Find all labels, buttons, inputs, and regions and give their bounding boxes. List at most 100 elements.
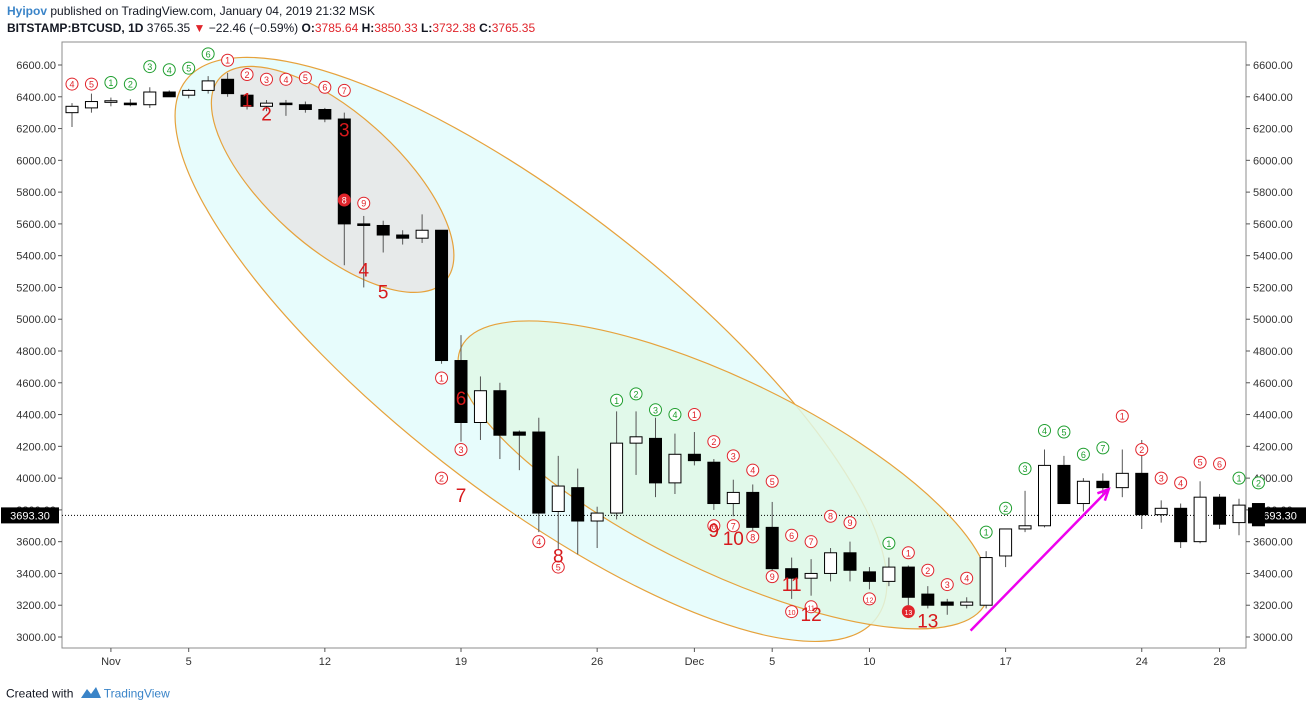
candle-body[interactable]: [201, 80, 215, 91]
y-tick-label-left: 3600.00: [16, 537, 56, 549]
candle-body[interactable]: [240, 94, 254, 107]
setup-count-label: 6: [789, 531, 794, 541]
setup-count-label: 3: [1159, 474, 1164, 484]
candle-body[interactable]: [1038, 464, 1051, 527]
setup-count-marker: [901, 546, 915, 560]
setup-count-label: 7: [809, 537, 814, 547]
candle-body[interactable]: [512, 431, 526, 436]
candle-body[interactable]: [1115, 472, 1129, 489]
candle-body[interactable]: [804, 572, 818, 579]
setup-count-marker: [123, 77, 137, 91]
candle-body[interactable]: [901, 566, 915, 598]
candle-body[interactable]: [65, 105, 79, 114]
setup-count-marker: [940, 578, 954, 592]
author-name[interactable]: Hyipov: [7, 4, 48, 18]
close-value: 3765.35: [491, 21, 536, 35]
y-tick-label-right: 6600.00: [1253, 60, 1293, 72]
candle-body[interactable]: [1154, 507, 1168, 516]
candlestick-chart[interactable]: 3000.00 3000.00 3200.00 3200.00 3400.00 3400.…: [0, 0, 1311, 680]
candle-body[interactable]: [182, 89, 196, 96]
candle-body[interactable]: [376, 224, 390, 236]
candle-body[interactable]: [104, 100, 118, 103]
candle-body[interactable]: [1096, 480, 1110, 489]
candle-body[interactable]: [551, 485, 565, 512]
candle-body[interactable]: [298, 104, 312, 110]
candle-body[interactable]: [454, 360, 468, 423]
setup-count-marker: [785, 605, 799, 619]
setup-count-label: 1: [886, 539, 891, 549]
candle-body[interactable]: [960, 601, 974, 606]
candle-body[interactable]: [143, 91, 157, 106]
candle-body[interactable]: [1232, 504, 1246, 524]
y-tick-label-left: 6600.00: [16, 60, 56, 72]
x-tick-label: Nov: [101, 656, 121, 668]
candle-body[interactable]: [1076, 480, 1090, 505]
y-tick-label-left: 5800.00: [16, 187, 56, 199]
y-tick-label-right: 6200.00: [1253, 124, 1293, 136]
candle-body[interactable]: [1057, 464, 1071, 505]
candle-body[interactable]: [687, 453, 701, 462]
setup-count-label: 3: [653, 405, 658, 415]
candle-body[interactable]: [649, 437, 662, 484]
candle-body[interactable]: [882, 566, 896, 582]
candle-body[interactable]: [746, 491, 760, 528]
setup-count-label: 1: [1120, 412, 1125, 422]
open-label: O:: [301, 21, 315, 35]
candle-body[interactable]: [979, 557, 993, 606]
candle-body[interactable]: [571, 487, 585, 522]
candle-body[interactable]: [221, 78, 235, 95]
candle-body[interactable]: [590, 512, 604, 522]
setup-count-label: 4: [964, 574, 969, 584]
candle-body[interactable]: [862, 571, 876, 582]
setup-count-label: 1: [225, 56, 230, 66]
candle-body[interactable]: [435, 229, 449, 362]
setup-count-label: 3: [731, 451, 736, 461]
candle-body[interactable]: [824, 552, 838, 574]
wave-label: 8: [553, 546, 564, 567]
wave-label: 5: [378, 283, 389, 304]
candle-body[interactable]: [999, 528, 1013, 557]
candle-body[interactable]: [1213, 496, 1227, 525]
candle-body[interactable]: [123, 102, 137, 106]
setup-count-marker: [1213, 457, 1227, 471]
candle-body[interactable]: [396, 234, 410, 239]
setup-count-label: 7: [1100, 443, 1105, 453]
candle-body[interactable]: [532, 431, 546, 514]
setup-count-label: 2: [439, 474, 444, 484]
candle-body[interactable]: [493, 390, 507, 436]
candle-body[interactable]: [765, 526, 779, 570]
x-tick-label: 19: [455, 656, 467, 668]
candle-body[interactable]: [357, 223, 371, 226]
setup-count-label: 6: [322, 83, 327, 93]
candle-body[interactable]: [1193, 496, 1207, 543]
candle-body[interactable]: [629, 436, 643, 444]
candle-body[interactable]: [1135, 472, 1149, 516]
candle-body[interactable]: [415, 229, 429, 239]
candle-body[interactable]: [843, 552, 857, 571]
change-value: −22.46 (−0.59%): [208, 21, 299, 35]
high-label: H:: [361, 21, 375, 35]
candle-body[interactable]: [260, 102, 273, 107]
candle-body[interactable]: [921, 593, 935, 606]
tradingview-brand[interactable]: TradingView: [103, 686, 170, 701]
y-tick-label-right: 4600.00: [1253, 378, 1293, 390]
candle-body[interactable]: [785, 568, 799, 579]
candle-body[interactable]: [726, 491, 740, 505]
candle-body[interactable]: [668, 453, 682, 484]
candle-body[interactable]: [610, 442, 624, 514]
candle-body[interactable]: [707, 461, 721, 505]
candle-body[interactable]: [473, 390, 487, 424]
candle-body[interactable]: [1174, 507, 1188, 543]
y-tick-label-right: 4200.00: [1253, 441, 1293, 453]
candle-body[interactable]: [279, 102, 293, 106]
candle-body[interactable]: [318, 108, 332, 120]
y-tick-label-left: 4000.00: [16, 473, 56, 485]
candle-body[interactable]: [940, 601, 954, 606]
tradingview-logo-icon[interactable]: [80, 686, 102, 703]
candle-body[interactable]: [84, 101, 98, 109]
candle-body[interactable]: [162, 91, 176, 98]
candle-body[interactable]: [1251, 503, 1265, 527]
setup-count-label: 2: [925, 566, 930, 576]
y-tick-label-left: 4600.00: [16, 378, 56, 390]
candle-body[interactable]: [1018, 525, 1032, 530]
